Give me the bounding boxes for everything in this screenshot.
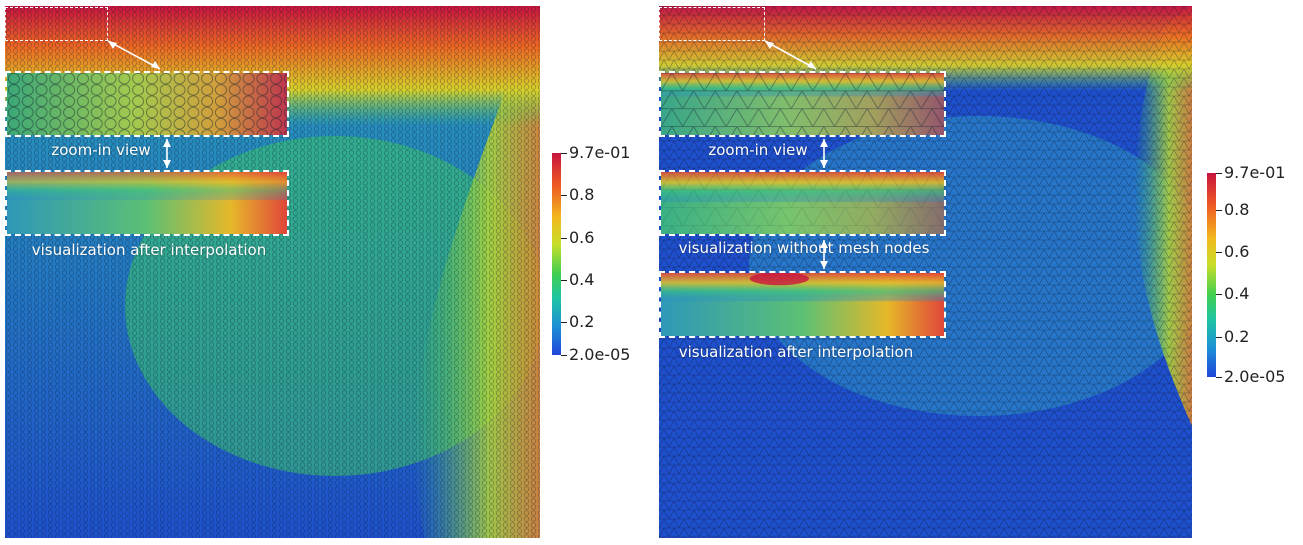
- colorbar-tick-label: 0.8: [569, 185, 595, 204]
- zoom-in-view-inset: [659, 71, 946, 137]
- zoom-source-box: [5, 7, 108, 41]
- colorbar-tick-label: 0.8: [1224, 200, 1250, 219]
- colorbar-tick-label: 0.2: [569, 312, 595, 331]
- colorbar-gradient: [552, 153, 561, 355]
- colorbar-right: 9.7e-01 0.8 0.6 0.4 0.2 2.0e-05: [1207, 165, 1303, 385]
- particle-field-panel: zoom-in view visualization after interpo…: [5, 6, 540, 538]
- interpolated-inset: [659, 271, 946, 338]
- colorbar-tick-label: 0.4: [569, 270, 595, 289]
- colorbar-tick-label: 0.4: [1224, 284, 1250, 303]
- zoom-source-box: [659, 7, 765, 41]
- colorbar-max-label: 9.7e-01: [569, 143, 631, 162]
- zoom-in-caption: zoom-in view: [708, 141, 808, 159]
- interpolation-caption: visualization after interpolation: [31, 241, 267, 259]
- no-nodes-inset: [659, 170, 946, 236]
- colorbar-tick-label: 0.6: [569, 228, 595, 247]
- colorbar-tick-label: 0.2: [1224, 327, 1250, 346]
- colorbar-max-label: 9.7e-01: [1224, 163, 1286, 182]
- colorbar-left: 9.7e-01 0.8 0.6 0.4 0.2 2.0e-05: [552, 145, 647, 365]
- colorbar-min-label: 2.0e-05: [1224, 367, 1286, 386]
- interpolation-caption: visualization after interpolation: [678, 343, 914, 361]
- interpolated-mesh-image: [661, 273, 944, 336]
- zoomed-particles-image: [7, 73, 287, 135]
- zoom-in-caption: zoom-in view: [51, 141, 151, 159]
- zoomed-mesh-image: [661, 73, 944, 135]
- mesh-field-panel: zoom-in view visualization without mesh …: [659, 6, 1192, 538]
- mesh-without-nodes-image: [661, 172, 944, 234]
- colorbar-min-label: 2.0e-05: [569, 345, 631, 364]
- zoom-in-view-inset: [5, 71, 289, 137]
- interpolated-inset: [5, 170, 289, 236]
- interpolated-field-image: [7, 172, 287, 234]
- colorbar-tick-label: 0.6: [1224, 242, 1250, 261]
- no-nodes-caption: visualization without mesh nodes: [678, 239, 930, 257]
- colorbar-gradient: [1207, 173, 1216, 377]
